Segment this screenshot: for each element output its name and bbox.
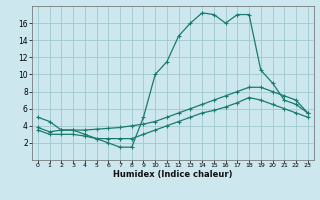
X-axis label: Humidex (Indice chaleur): Humidex (Indice chaleur) <box>113 170 233 179</box>
